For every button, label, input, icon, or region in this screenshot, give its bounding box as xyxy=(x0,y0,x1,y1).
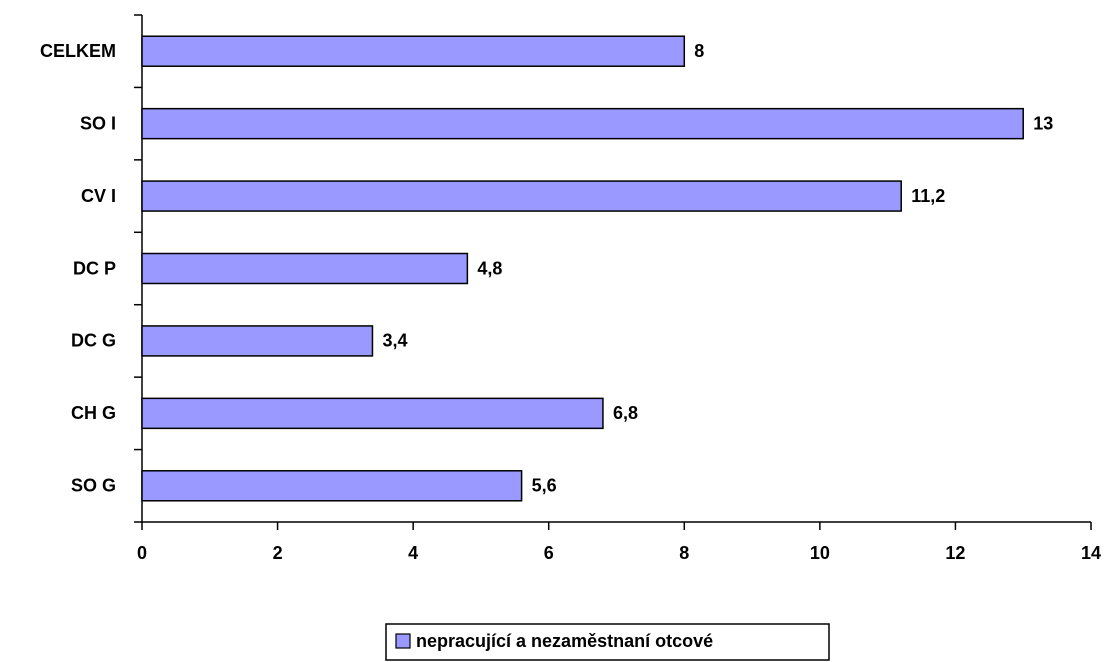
value-label: 5,6 xyxy=(532,476,557,496)
x-tick-label: 10 xyxy=(810,543,830,563)
value-label: 4,8 xyxy=(477,258,502,278)
value-label: 11,2 xyxy=(911,186,945,206)
x-tick-label: 6 xyxy=(544,543,554,563)
legend-swatch xyxy=(395,633,411,649)
bar xyxy=(141,107,1024,140)
y-tick-label: DC P xyxy=(73,258,116,278)
y-tick-label: SO I xyxy=(80,113,116,133)
value-label: 6,8 xyxy=(613,403,638,423)
y-tick-label: SO G xyxy=(71,476,116,496)
value-label: 13 xyxy=(1033,113,1053,133)
x-tick-label: 2 xyxy=(273,543,283,563)
value-label: 8 xyxy=(694,41,704,61)
x-tick-label: 14 xyxy=(1081,543,1101,563)
x-tick-label: 12 xyxy=(945,543,965,563)
bar xyxy=(141,397,604,430)
x-tick-label: 0 xyxy=(137,543,147,563)
legend xyxy=(385,623,830,661)
bar xyxy=(141,252,469,285)
value-label: 3,4 xyxy=(382,331,407,351)
bar xyxy=(141,470,523,502)
x-tick-label: 8 xyxy=(679,543,689,563)
y-tick-label: CV I xyxy=(81,186,116,206)
x-tick-label: 4 xyxy=(408,543,418,563)
bar xyxy=(141,325,374,357)
y-tick-label: DC G xyxy=(71,331,116,351)
bar xyxy=(141,180,902,212)
y-tick-label: CELKEM xyxy=(40,41,116,61)
y-tick-label: CH G xyxy=(71,403,116,423)
legend-label: nepracující a nezaměstnaní otcové xyxy=(416,631,713,651)
bar xyxy=(141,35,686,67)
